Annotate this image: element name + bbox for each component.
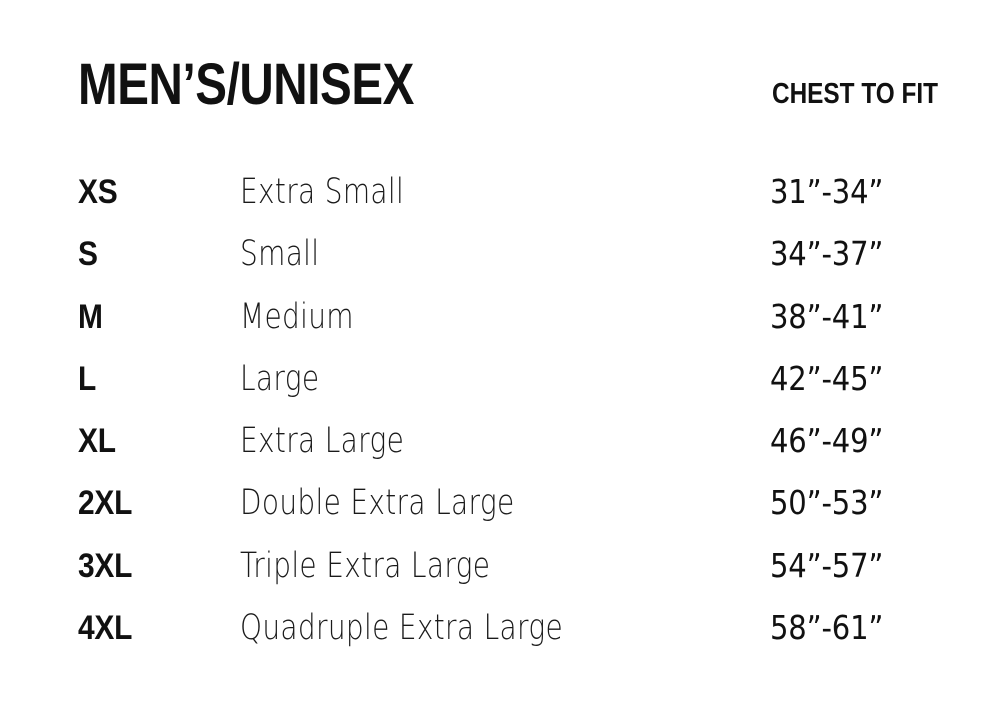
table-row: S Small 34”-37”: [0, 232, 1000, 294]
chest-measurement: 31”-34”: [770, 172, 884, 211]
size-code: M: [78, 297, 103, 336]
size-name: Large: [240, 358, 320, 399]
table-row: XS Extra Small 31”-34”: [0, 170, 1000, 232]
size-table: XS Extra Small 31”-34” S Small 34”-37” M Medium…: [0, 170, 1000, 668]
table-row: 3XL Triple Extra Large 54”-57”: [0, 544, 1000, 606]
measurement-column-header: CHEST TO FIT: [772, 78, 939, 110]
chest-measurement: 50”-53”: [770, 483, 884, 523]
table-row: XL Extra Large 46”-49”: [0, 419, 1000, 481]
size-code: XS: [78, 173, 118, 211]
size-code: 4XL: [78, 609, 133, 648]
size-code: 2XL: [78, 484, 133, 523]
size-name: Extra Small: [240, 172, 405, 212]
size-name: Small: [240, 234, 320, 275]
size-code: XL: [78, 422, 116, 461]
size-name: Quadruple Extra Large: [240, 608, 563, 649]
page-title: MEN’S/UNISEX: [78, 52, 414, 117]
table-row: M Medium 38”-41”: [0, 295, 1000, 357]
size-name: Medium: [240, 296, 354, 337]
chest-measurement: 42”-45”: [770, 358, 884, 398]
table-row: L Large 42”-45”: [0, 357, 1000, 419]
table-row: 2XL Double Extra Large 50”-53”: [0, 481, 1000, 543]
size-name: Extra Large: [240, 421, 405, 462]
size-name: Double Extra Large: [240, 483, 515, 524]
size-code: 3XL: [78, 546, 133, 585]
chest-measurement: 58”-61”: [770, 608, 884, 648]
size-chart-header: MEN’S/UNISEX CHEST TO FIT: [0, 0, 1000, 120]
chest-measurement: 54”-57”: [770, 545, 884, 585]
chest-measurement: 46”-49”: [770, 421, 884, 461]
size-name: Triple Extra Large: [240, 545, 491, 586]
chest-measurement: 34”-37”: [770, 234, 884, 274]
table-row: 4XL Quadruple Extra Large 58”-61”: [0, 606, 1000, 668]
size-code: L: [78, 359, 97, 398]
chest-measurement: 38”-41”: [770, 296, 884, 336]
size-code: S: [78, 235, 98, 274]
